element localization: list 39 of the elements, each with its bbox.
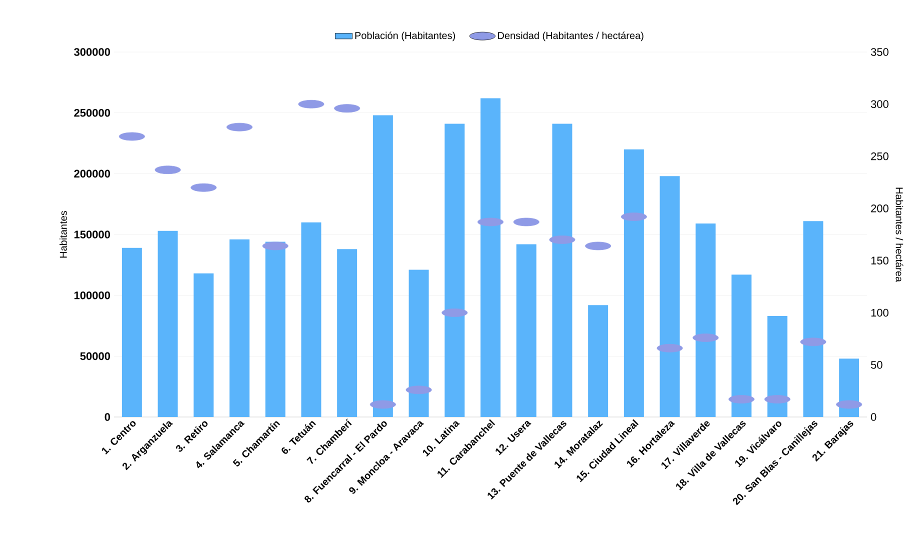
legend-label: Población (Habitantes) [355,32,456,42]
bar [158,230,178,417]
bar [122,248,142,417]
bar [230,239,250,417]
y-tick-label: 100000 [74,291,110,300]
y-tick-label: 300000 [74,48,110,56]
bar [732,274,752,417]
y2-tick-label: 300 [870,100,888,108]
y-tick-label: 0 [104,413,110,421]
y-tick-label: 250000 [74,108,110,117]
y-tick-label: 150000 [74,230,110,238]
bar [301,222,322,417]
legend-label: Densidad (Habitantes / hectárea) [498,32,644,42]
y2-tick-label: 350 [870,48,888,56]
y2-tick-label: 50 [870,360,882,369]
bar [444,124,465,417]
bar [588,305,608,417]
bar [767,316,788,417]
bar [194,273,214,417]
bar [660,176,680,417]
bar [552,124,572,417]
y-tick-label: 200000 [74,170,110,178]
y2-tick-label: 200 [871,204,888,212]
y-axis-title: Habitantes [60,210,67,258]
bar [408,270,429,417]
y-tick-label: 50000 [80,352,110,360]
y2-tick-label: 250 [871,152,888,160]
y2-tick-label: 100 [871,308,888,317]
y2-axis-title: Habitantes / hectárea [896,188,904,282]
bar [624,149,644,417]
bar [337,249,358,417]
bar [265,242,286,417]
bar [803,221,824,417]
y2-tick-label: 0 [870,413,876,421]
bar [480,98,501,417]
bar [516,244,536,417]
bar [696,224,716,417]
y2-tick-label: 150 [871,256,888,264]
bar [372,115,393,417]
